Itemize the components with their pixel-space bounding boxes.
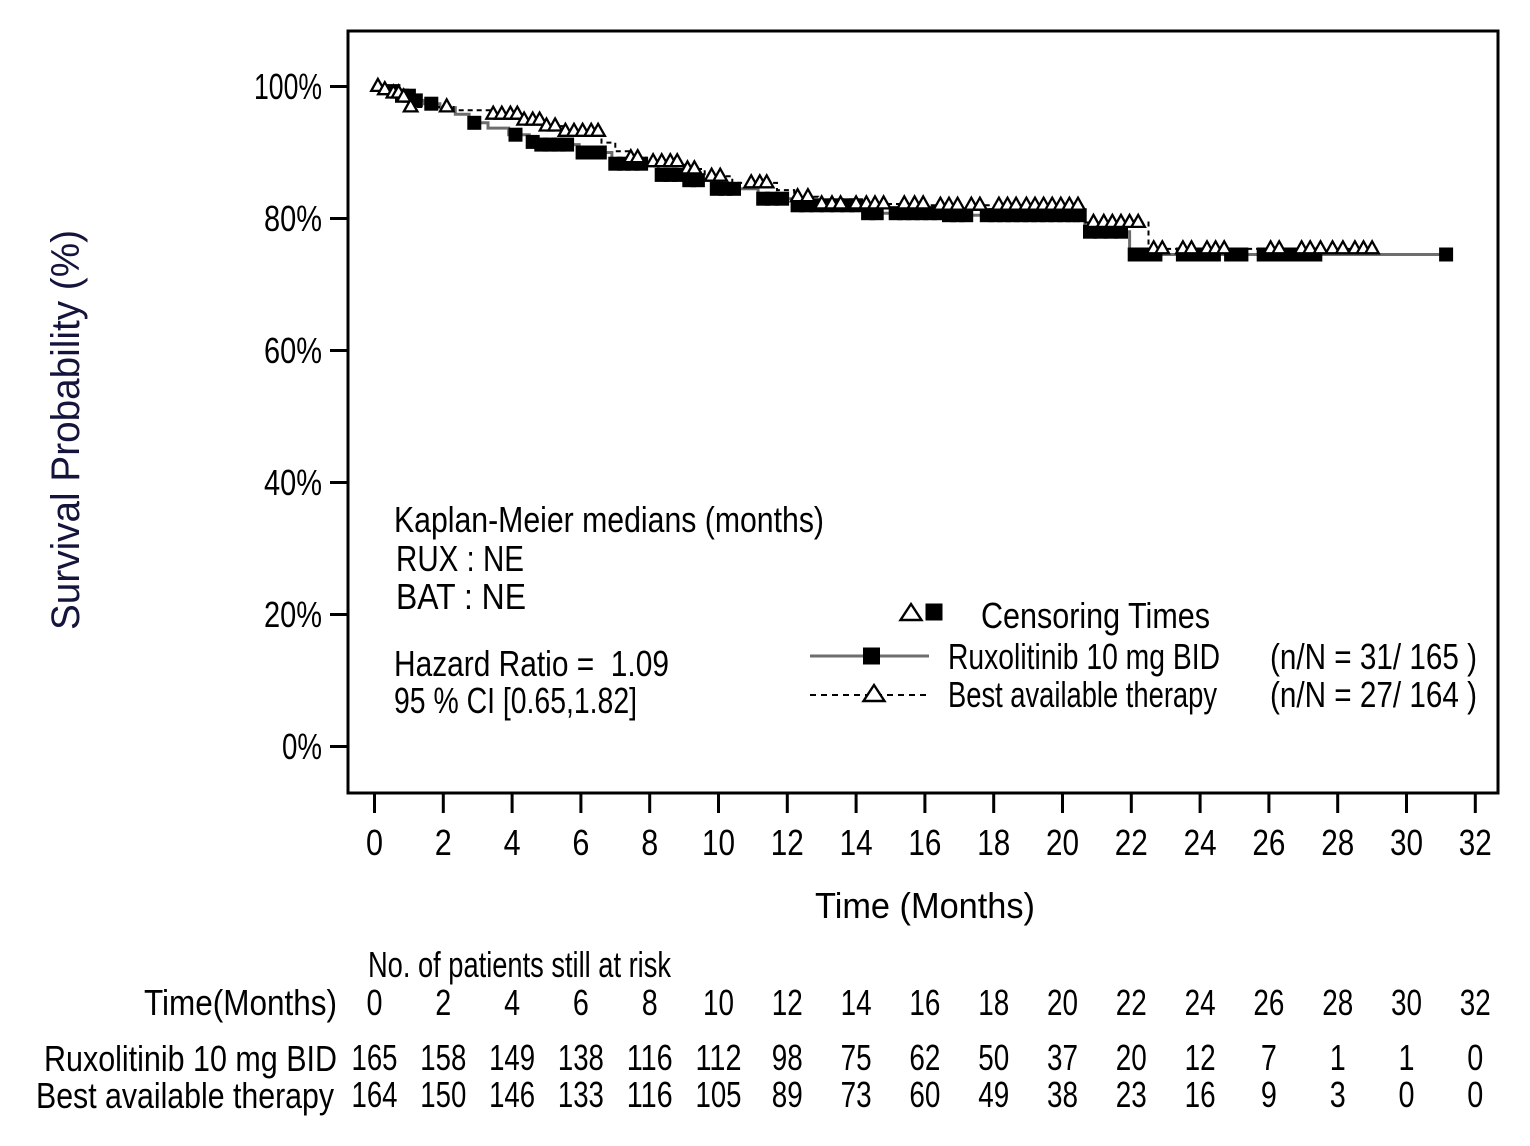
svg-text:0: 0: [366, 822, 383, 863]
svg-text:4: 4: [504, 982, 520, 1023]
svg-text:No. of patients still at risk: No. of patients still at risk: [368, 944, 672, 985]
svg-text:12: 12: [772, 982, 803, 1023]
svg-text:158: 158: [420, 1037, 466, 1078]
svg-text:40%: 40%: [264, 462, 322, 503]
svg-text:30: 30: [1390, 822, 1423, 863]
svg-text:Time (Months): Time (Months): [815, 885, 1035, 926]
svg-text:30: 30: [1391, 982, 1422, 1023]
svg-text:165: 165: [352, 1037, 398, 1078]
svg-text:60%: 60%: [264, 330, 322, 371]
svg-text:116: 116: [627, 1037, 673, 1078]
svg-text:Ruxolitinib 10 mg BID: Ruxolitinib 10 mg BID: [948, 636, 1220, 677]
svg-text:22: 22: [1116, 982, 1147, 1023]
svg-text:49: 49: [978, 1074, 1009, 1115]
svg-text:24: 24: [1184, 822, 1217, 863]
svg-text:32: 32: [1460, 982, 1491, 1023]
svg-text:100%: 100%: [254, 66, 322, 107]
svg-text:6: 6: [572, 822, 589, 863]
svg-text:16: 16: [1185, 1074, 1216, 1115]
svg-text:Best available therapy: Best available therapy: [36, 1075, 334, 1116]
svg-text:14: 14: [841, 982, 872, 1023]
svg-text:150: 150: [420, 1074, 466, 1115]
svg-text:9: 9: [1261, 1074, 1277, 1115]
svg-text:0: 0: [1467, 1037, 1483, 1078]
svg-text:20%: 20%: [264, 594, 322, 635]
svg-text:1: 1: [1399, 1037, 1415, 1078]
svg-text:24: 24: [1185, 982, 1216, 1023]
svg-text:23: 23: [1116, 1074, 1147, 1115]
svg-text:38: 38: [1047, 1074, 1078, 1115]
svg-text:Ruxolitinib 10 mg BID: Ruxolitinib 10 mg BID: [44, 1038, 337, 1079]
svg-text:(n/N = 31/ 165 ): (n/N = 31/ 165 ): [1270, 636, 1477, 677]
svg-text:3: 3: [1330, 1074, 1346, 1115]
svg-text:26: 26: [1253, 982, 1284, 1023]
svg-text:62: 62: [909, 1037, 940, 1078]
svg-text:10: 10: [703, 982, 734, 1023]
svg-text:BAT : NE: BAT : NE: [396, 576, 526, 617]
svg-text:2: 2: [435, 982, 451, 1023]
svg-text:12: 12: [771, 822, 804, 863]
svg-text:16: 16: [909, 982, 940, 1023]
svg-text:14: 14: [840, 822, 873, 863]
svg-text:0%: 0%: [282, 726, 322, 767]
svg-text:RUX : NE: RUX : NE: [396, 538, 524, 579]
svg-text:Kaplan-Meier medians (months): Kaplan-Meier medians (months): [394, 499, 824, 540]
svg-text:12: 12: [1185, 1037, 1216, 1078]
svg-text:116: 116: [627, 1074, 673, 1115]
svg-text:Time(Months): Time(Months): [144, 982, 337, 1023]
svg-text:28: 28: [1322, 982, 1353, 1023]
svg-text:0: 0: [1399, 1074, 1415, 1115]
svg-text:20: 20: [1116, 1037, 1147, 1078]
svg-text:8: 8: [642, 982, 658, 1023]
svg-text:Hazard Ratio = 1.09: Hazard Ratio = 1.09: [394, 643, 669, 684]
svg-text:(n/N = 27/ 164 ): (n/N = 27/ 164 ): [1270, 674, 1477, 715]
svg-text:Censoring Times: Censoring Times: [981, 595, 1210, 636]
svg-text:32: 32: [1459, 822, 1492, 863]
svg-text:0: 0: [1467, 1074, 1483, 1115]
svg-text:75: 75: [841, 1037, 872, 1078]
svg-text:8: 8: [641, 822, 658, 863]
svg-text:6: 6: [573, 982, 589, 1023]
svg-text:18: 18: [978, 982, 1009, 1023]
svg-text:7: 7: [1261, 1037, 1277, 1078]
svg-text:133: 133: [558, 1074, 604, 1115]
svg-text:98: 98: [772, 1037, 803, 1078]
svg-text:80%: 80%: [264, 198, 322, 239]
svg-text:10: 10: [702, 822, 735, 863]
svg-text:60: 60: [909, 1074, 940, 1115]
svg-text:26: 26: [1252, 822, 1285, 863]
svg-text:Survival Probability (%): Survival Probability (%): [44, 230, 88, 630]
svg-text:4: 4: [504, 822, 521, 863]
svg-text:105: 105: [696, 1074, 742, 1115]
svg-text:95 % CI [0.65,1.82]: 95 % CI [0.65,1.82]: [394, 680, 637, 721]
svg-text:112: 112: [696, 1037, 742, 1078]
svg-text:20: 20: [1046, 822, 1079, 863]
svg-text:50: 50: [978, 1037, 1009, 1078]
svg-text:16: 16: [908, 822, 941, 863]
svg-text:28: 28: [1321, 822, 1354, 863]
svg-text:138: 138: [558, 1037, 604, 1078]
svg-text:146: 146: [489, 1074, 535, 1115]
svg-text:20: 20: [1047, 982, 1078, 1023]
svg-text:1: 1: [1330, 1037, 1346, 1078]
svg-text:22: 22: [1115, 822, 1148, 863]
svg-text:37: 37: [1047, 1037, 1078, 1078]
svg-text:164: 164: [352, 1074, 398, 1115]
svg-text:2: 2: [435, 822, 452, 863]
svg-text:89: 89: [772, 1074, 803, 1115]
svg-text:149: 149: [489, 1037, 535, 1078]
svg-text:73: 73: [841, 1074, 872, 1115]
svg-text:18: 18: [977, 822, 1010, 863]
svg-text:Best available therapy: Best available therapy: [948, 674, 1217, 715]
svg-text:0: 0: [367, 982, 383, 1023]
